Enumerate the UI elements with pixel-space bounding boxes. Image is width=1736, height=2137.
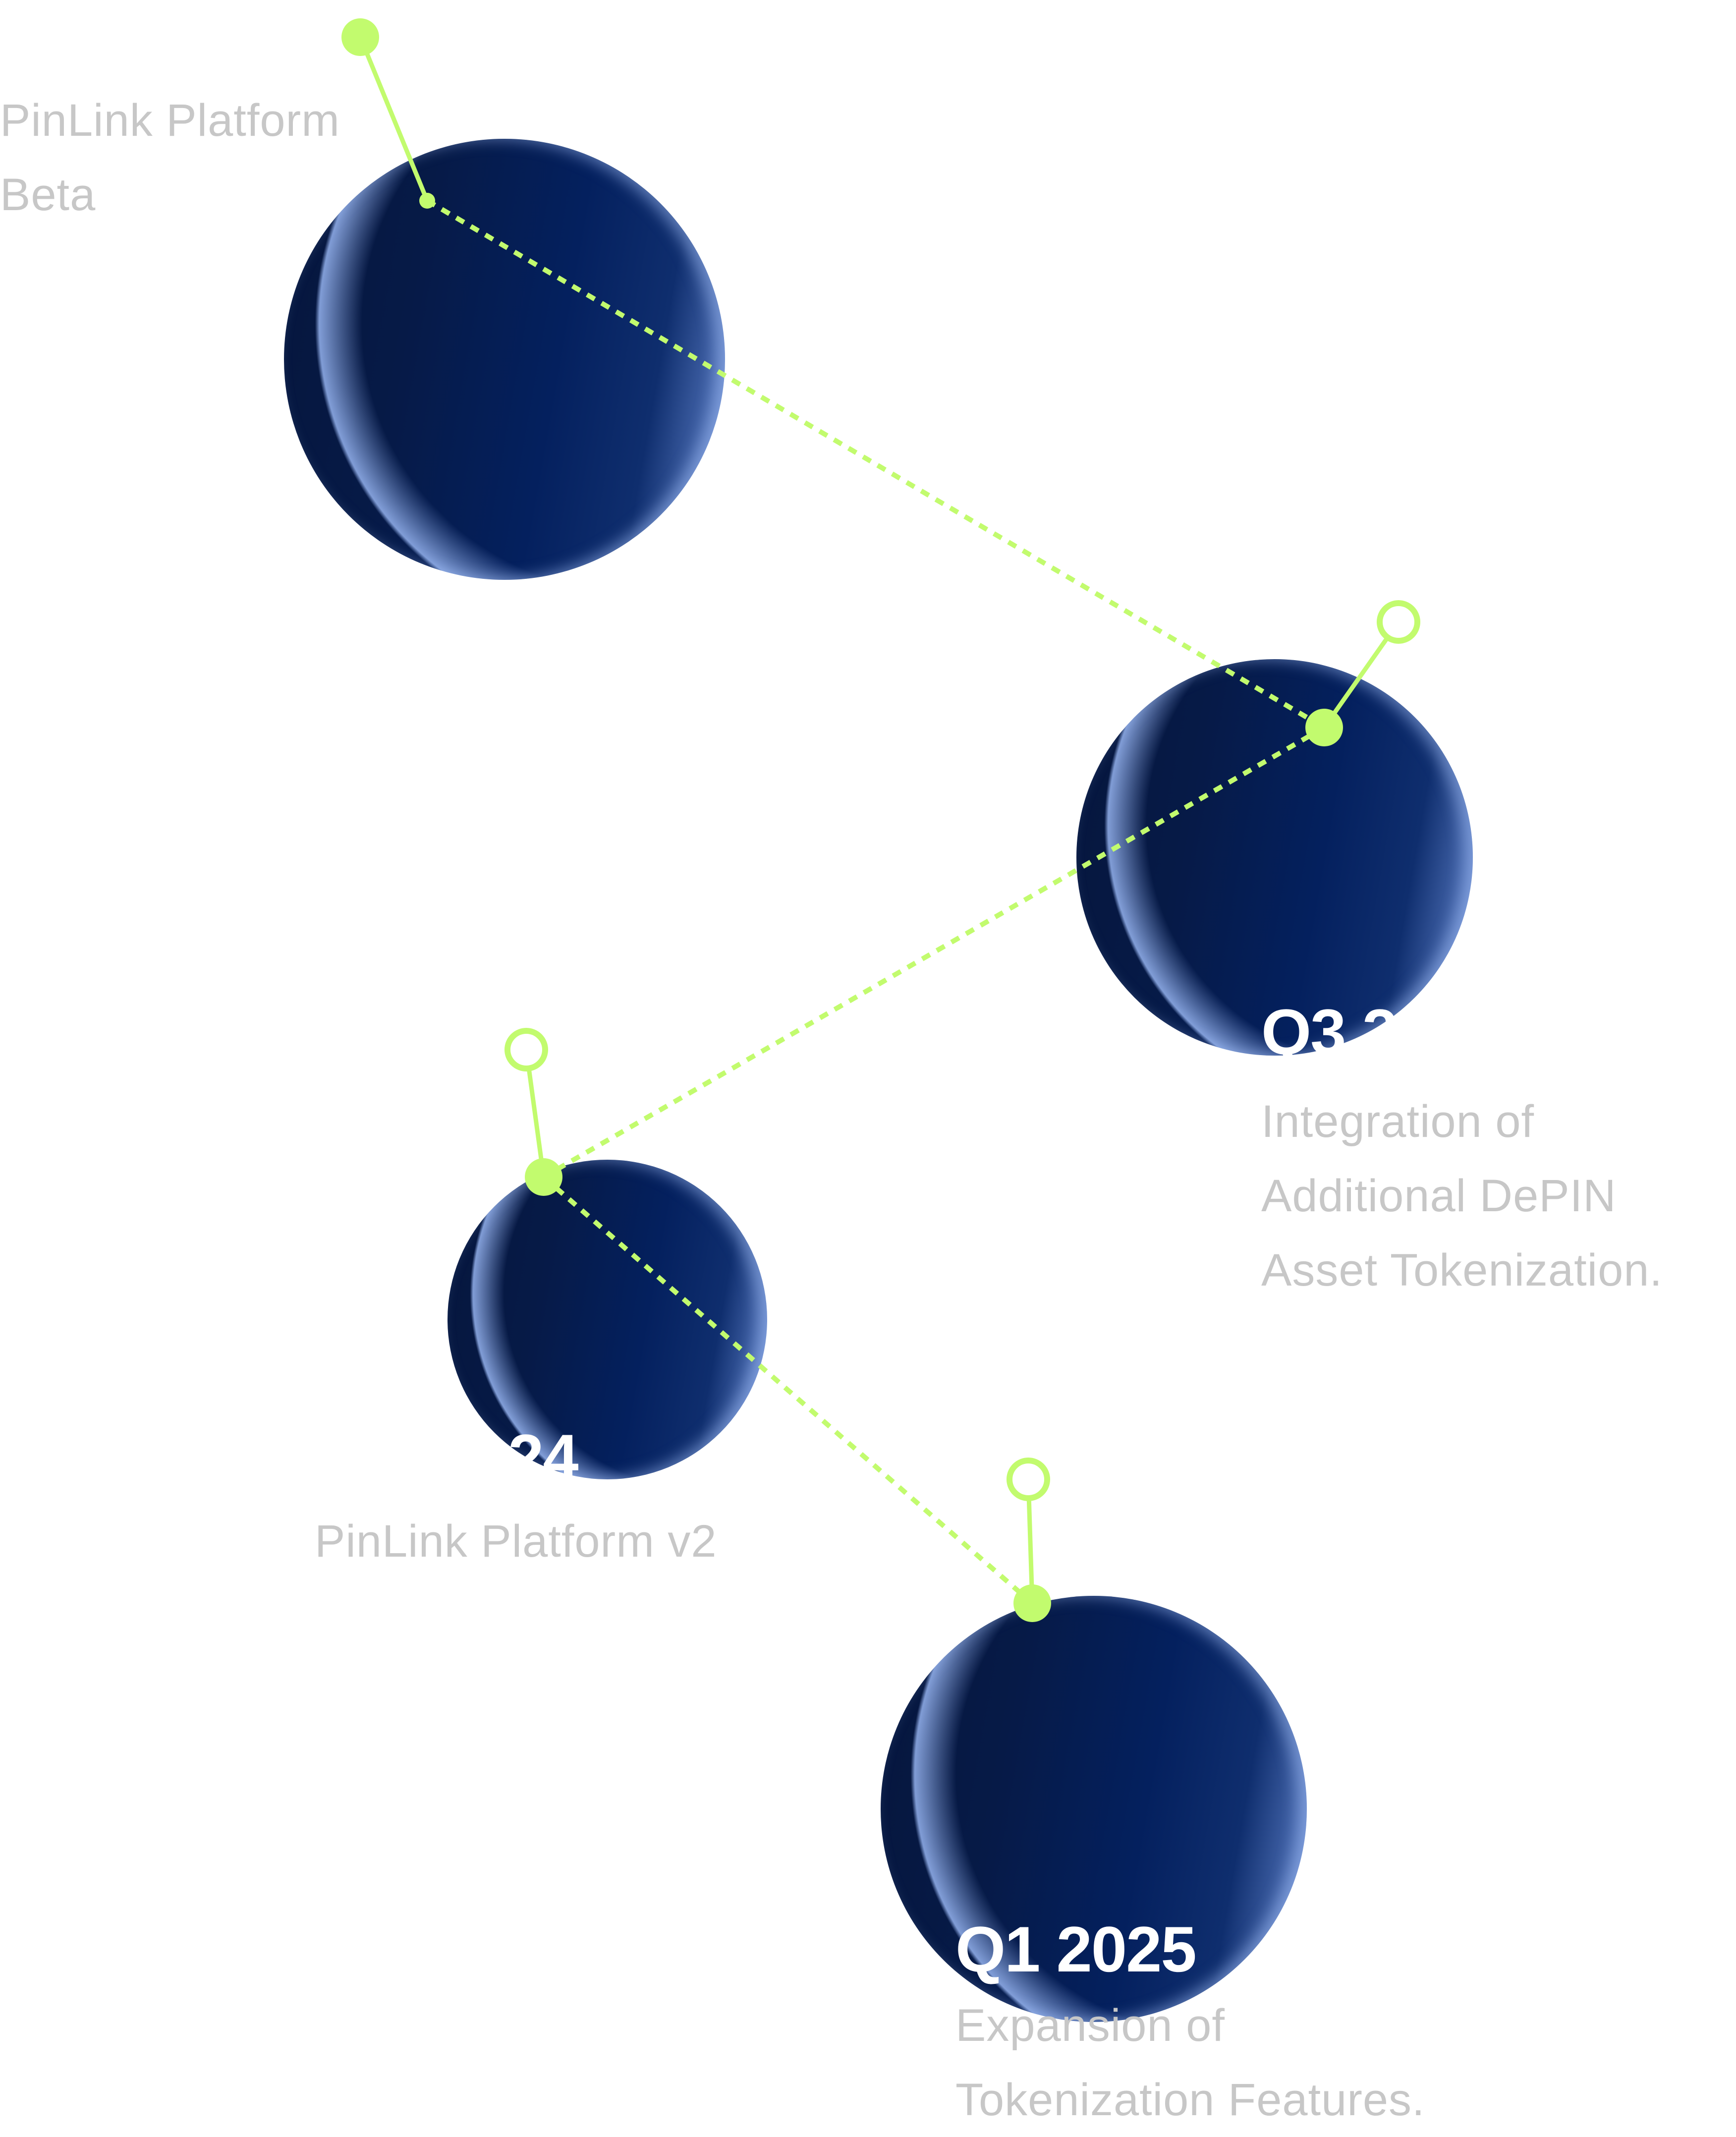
pin-3-stem: [524, 1049, 546, 1178]
pin-4-stem: [1026, 1479, 1035, 1604]
pin-4: [1007, 1458, 1051, 1622]
milestone-sphere-3: [448, 1160, 767, 1479]
pin-2-head: [1377, 600, 1420, 644]
milestone-3-description: PinLink Platform v2: [315, 1516, 717, 1567]
milestone-2-quarter: Q3 2: [1261, 996, 1398, 1068]
pin-3-head: [504, 1028, 548, 1071]
milestone-3-quarter: 24: [508, 1421, 579, 1493]
milestone-sphere-4: [881, 1596, 1307, 2022]
pin-1-head: [341, 18, 379, 56]
milestone-4-quarter: Q1 2025: [955, 1913, 1197, 1985]
milestone-2-description: Integration of Additional DePIN Asset To…: [1261, 1096, 1663, 1295]
pin-4-head: [1007, 1458, 1050, 1501]
milestone-4-description: Expansion of Tokenization Features.: [955, 2000, 1425, 2125]
milestone-1-description: PinLink Platform Beta: [0, 95, 340, 220]
